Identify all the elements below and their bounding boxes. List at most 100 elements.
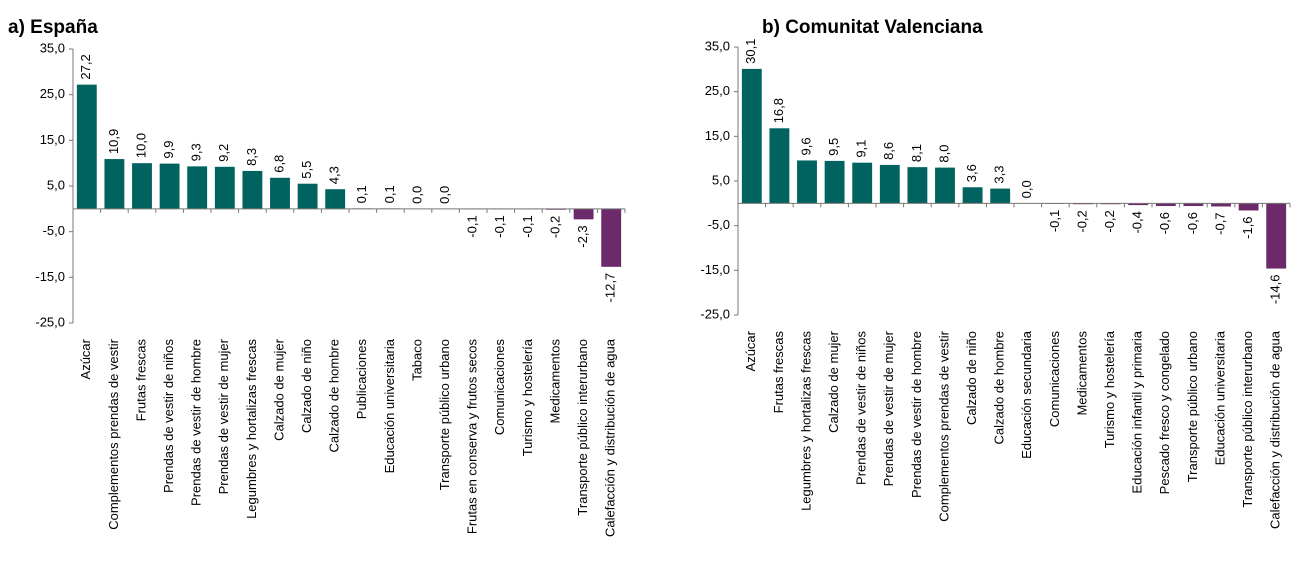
bar — [1155, 203, 1176, 207]
bar — [76, 84, 97, 209]
value-label: -0,1 — [1047, 210, 1062, 232]
value-label: -2,3 — [575, 225, 590, 247]
value-label: 8,6 — [881, 142, 896, 160]
bar — [824, 160, 845, 204]
x-tick-label: Transporte público interurbano — [575, 339, 590, 516]
x-tick-label: Calzado de mujer — [271, 338, 286, 441]
x-tick-label: Azúcar — [743, 330, 758, 371]
x-tick-label: Complementos prendas de vestir — [936, 330, 951, 521]
value-label: -12,7 — [603, 273, 618, 303]
value-label: -1,6 — [1240, 216, 1255, 238]
x-tick-label: Azúcar — [78, 338, 93, 379]
x-tick-label: Transporte público urbano — [437, 339, 452, 490]
bar — [797, 160, 817, 204]
value-label: 5,5 — [299, 161, 314, 179]
y-tick-label: -15,0 — [35, 269, 65, 284]
value-label: -0,1 — [465, 215, 480, 237]
value-label: 9,6 — [798, 137, 813, 155]
value-label: -0,2 — [1102, 210, 1117, 232]
x-tick-label: Prendas de vestir de hombre — [189, 339, 204, 506]
bar — [214, 166, 235, 209]
bar — [132, 163, 152, 209]
x-tick-label: Prendas de vestir de mujer — [216, 338, 231, 494]
bar — [879, 164, 900, 204]
x-tick-label: Medicamentos — [547, 339, 562, 424]
value-label: 3,6 — [964, 164, 979, 182]
chart-title: b) Comunitat Valenciana — [762, 17, 983, 38]
x-tick-label: Prendas de vestir de mujer — [881, 330, 896, 486]
x-tick-label: Educación universitaria — [382, 338, 397, 473]
bar — [935, 167, 955, 204]
y-tick-label: 15,0 — [40, 132, 65, 147]
x-tick-label: Educación universitaria — [1212, 330, 1227, 465]
x-tick-label: Turismo y hostelería — [1102, 330, 1117, 448]
y-tick-label: -15,0 — [700, 262, 730, 277]
value-label: 9,1 — [854, 140, 869, 158]
x-tick-label: Comunicaciones — [492, 339, 507, 436]
bar — [1183, 203, 1204, 207]
bar — [769, 128, 790, 204]
y-tick-label: 35,0 — [40, 40, 65, 55]
bar — [573, 208, 594, 220]
x-tick-label: Legumbres y hortalizas frescas — [244, 339, 259, 519]
chart-title: a) España — [8, 17, 98, 38]
value-label: 8,1 — [909, 144, 924, 162]
value-label: 16,8 — [771, 98, 786, 123]
bar — [325, 189, 346, 209]
bar — [297, 183, 318, 209]
value-label: 4,3 — [327, 166, 342, 184]
value-label: 0,1 — [354, 185, 369, 203]
x-tick-label: Turismo y hostelería — [520, 338, 535, 456]
value-label: -0,1 — [520, 215, 535, 237]
value-label: -0,6 — [1157, 212, 1172, 234]
x-tick-label: Medicamentos — [1074, 331, 1089, 416]
x-tick-label: Transporte público interurbano — [1240, 331, 1255, 508]
value-label: -0,7 — [1212, 212, 1227, 234]
bar — [187, 166, 208, 209]
value-label: 10,9 — [106, 129, 121, 154]
x-tick-label: Legumbres y hortalizas frescas — [798, 331, 813, 511]
value-label: 8,0 — [936, 145, 951, 163]
value-label: 27,2 — [78, 54, 93, 79]
y-tick-label: 25,0 — [705, 83, 730, 98]
x-tick-label: Calefacción y distribución de agua — [603, 338, 618, 537]
value-label: 0,0 — [409, 186, 424, 204]
value-label: 3,3 — [992, 166, 1007, 184]
bar — [601, 208, 622, 267]
value-label: 0,1 — [382, 185, 397, 203]
x-tick-label: Complementos prendas de vestir — [106, 338, 121, 529]
x-tick-label: Frutas en conserva y frutos secos — [465, 339, 480, 535]
value-label: 30,1 — [743, 39, 758, 64]
value-label: 10,0 — [133, 133, 148, 158]
value-label: 0,0 — [437, 186, 452, 204]
bar — [852, 162, 873, 204]
value-label: -0,2 — [547, 216, 562, 238]
y-tick-label: -5,0 — [43, 223, 65, 238]
bar — [242, 170, 263, 209]
y-tick-label: 5,0 — [712, 172, 730, 187]
bar — [990, 188, 1011, 204]
x-tick-label: Tabaco — [409, 339, 424, 381]
y-tick-label: -5,0 — [708, 217, 730, 232]
x-tick-label: Prendas de vestir de hombre — [909, 331, 924, 498]
value-label: -0,4 — [1130, 211, 1145, 233]
value-label: 6,8 — [271, 155, 286, 173]
value-label: -0,1 — [492, 215, 507, 237]
bar — [270, 177, 290, 209]
value-label: 8,3 — [244, 148, 259, 166]
x-tick-label: Calzado de niño — [299, 339, 314, 433]
bar — [1128, 203, 1149, 206]
x-tick-label: Calzado de hombre — [327, 339, 342, 452]
x-tick-label: Prendas de vestir de niños — [854, 331, 869, 485]
x-tick-label: Publicaciones — [354, 339, 369, 420]
bar — [159, 163, 180, 209]
value-label: 0,0 — [1019, 180, 1034, 198]
x-tick-label: Comunicaciones — [1047, 331, 1062, 428]
y-tick-label: -25,0 — [35, 314, 65, 329]
value-label: 9,5 — [826, 138, 841, 156]
bar — [1238, 203, 1259, 211]
bar — [741, 68, 762, 204]
value-label: -14,6 — [1268, 275, 1283, 305]
bar — [104, 159, 125, 209]
